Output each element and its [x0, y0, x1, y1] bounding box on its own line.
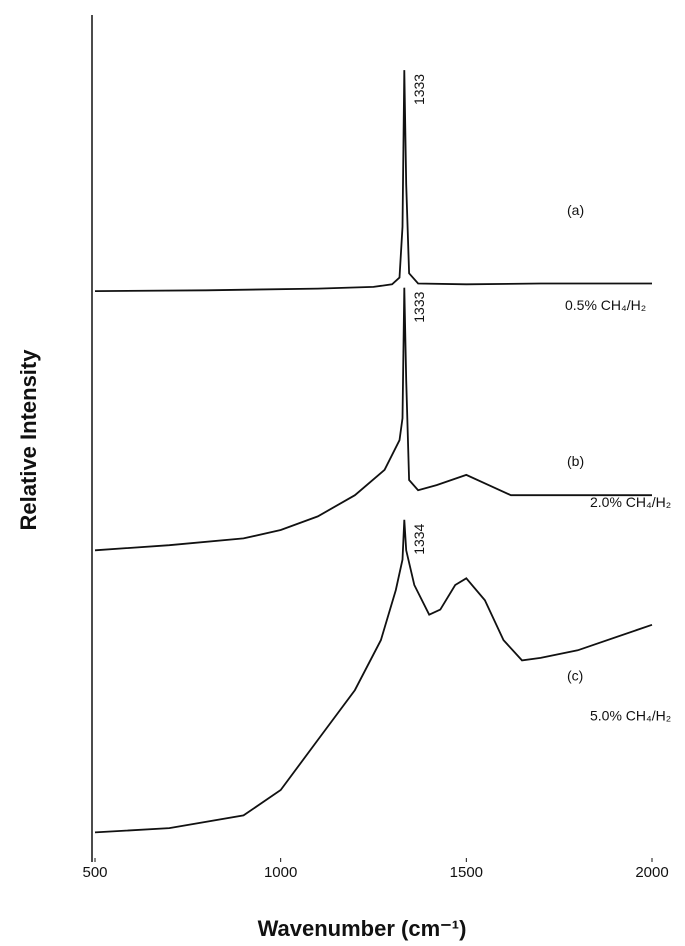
- chart: Wavenumber (cm⁻¹) Relative Intensity 500…: [0, 0, 685, 946]
- x-axis-title: Wavenumber (cm⁻¹): [258, 916, 467, 941]
- spectrum-line: [95, 70, 652, 291]
- y-axis-title: Relative Intensity: [16, 349, 41, 531]
- peak-label: 1333: [411, 291, 427, 322]
- x-tick-label: 500: [82, 864, 107, 881]
- series-name: (c): [567, 668, 583, 684]
- x-tick-label: 1500: [450, 864, 483, 881]
- series-label: 2.0% CH₄/H₂: [590, 494, 671, 510]
- peak-label: 1334: [411, 523, 427, 554]
- x-tick-label: 2000: [635, 864, 668, 881]
- spectrum-line: [95, 288, 652, 551]
- series-name: (b): [567, 453, 584, 469]
- series-label: 0.5% CH₄/H₂: [565, 297, 646, 313]
- series-name: (a): [567, 202, 584, 218]
- series-label: 5.0% CH₄/H₂: [590, 708, 671, 724]
- x-tick-label: 1000: [264, 864, 297, 881]
- peak-label: 1333: [411, 74, 427, 105]
